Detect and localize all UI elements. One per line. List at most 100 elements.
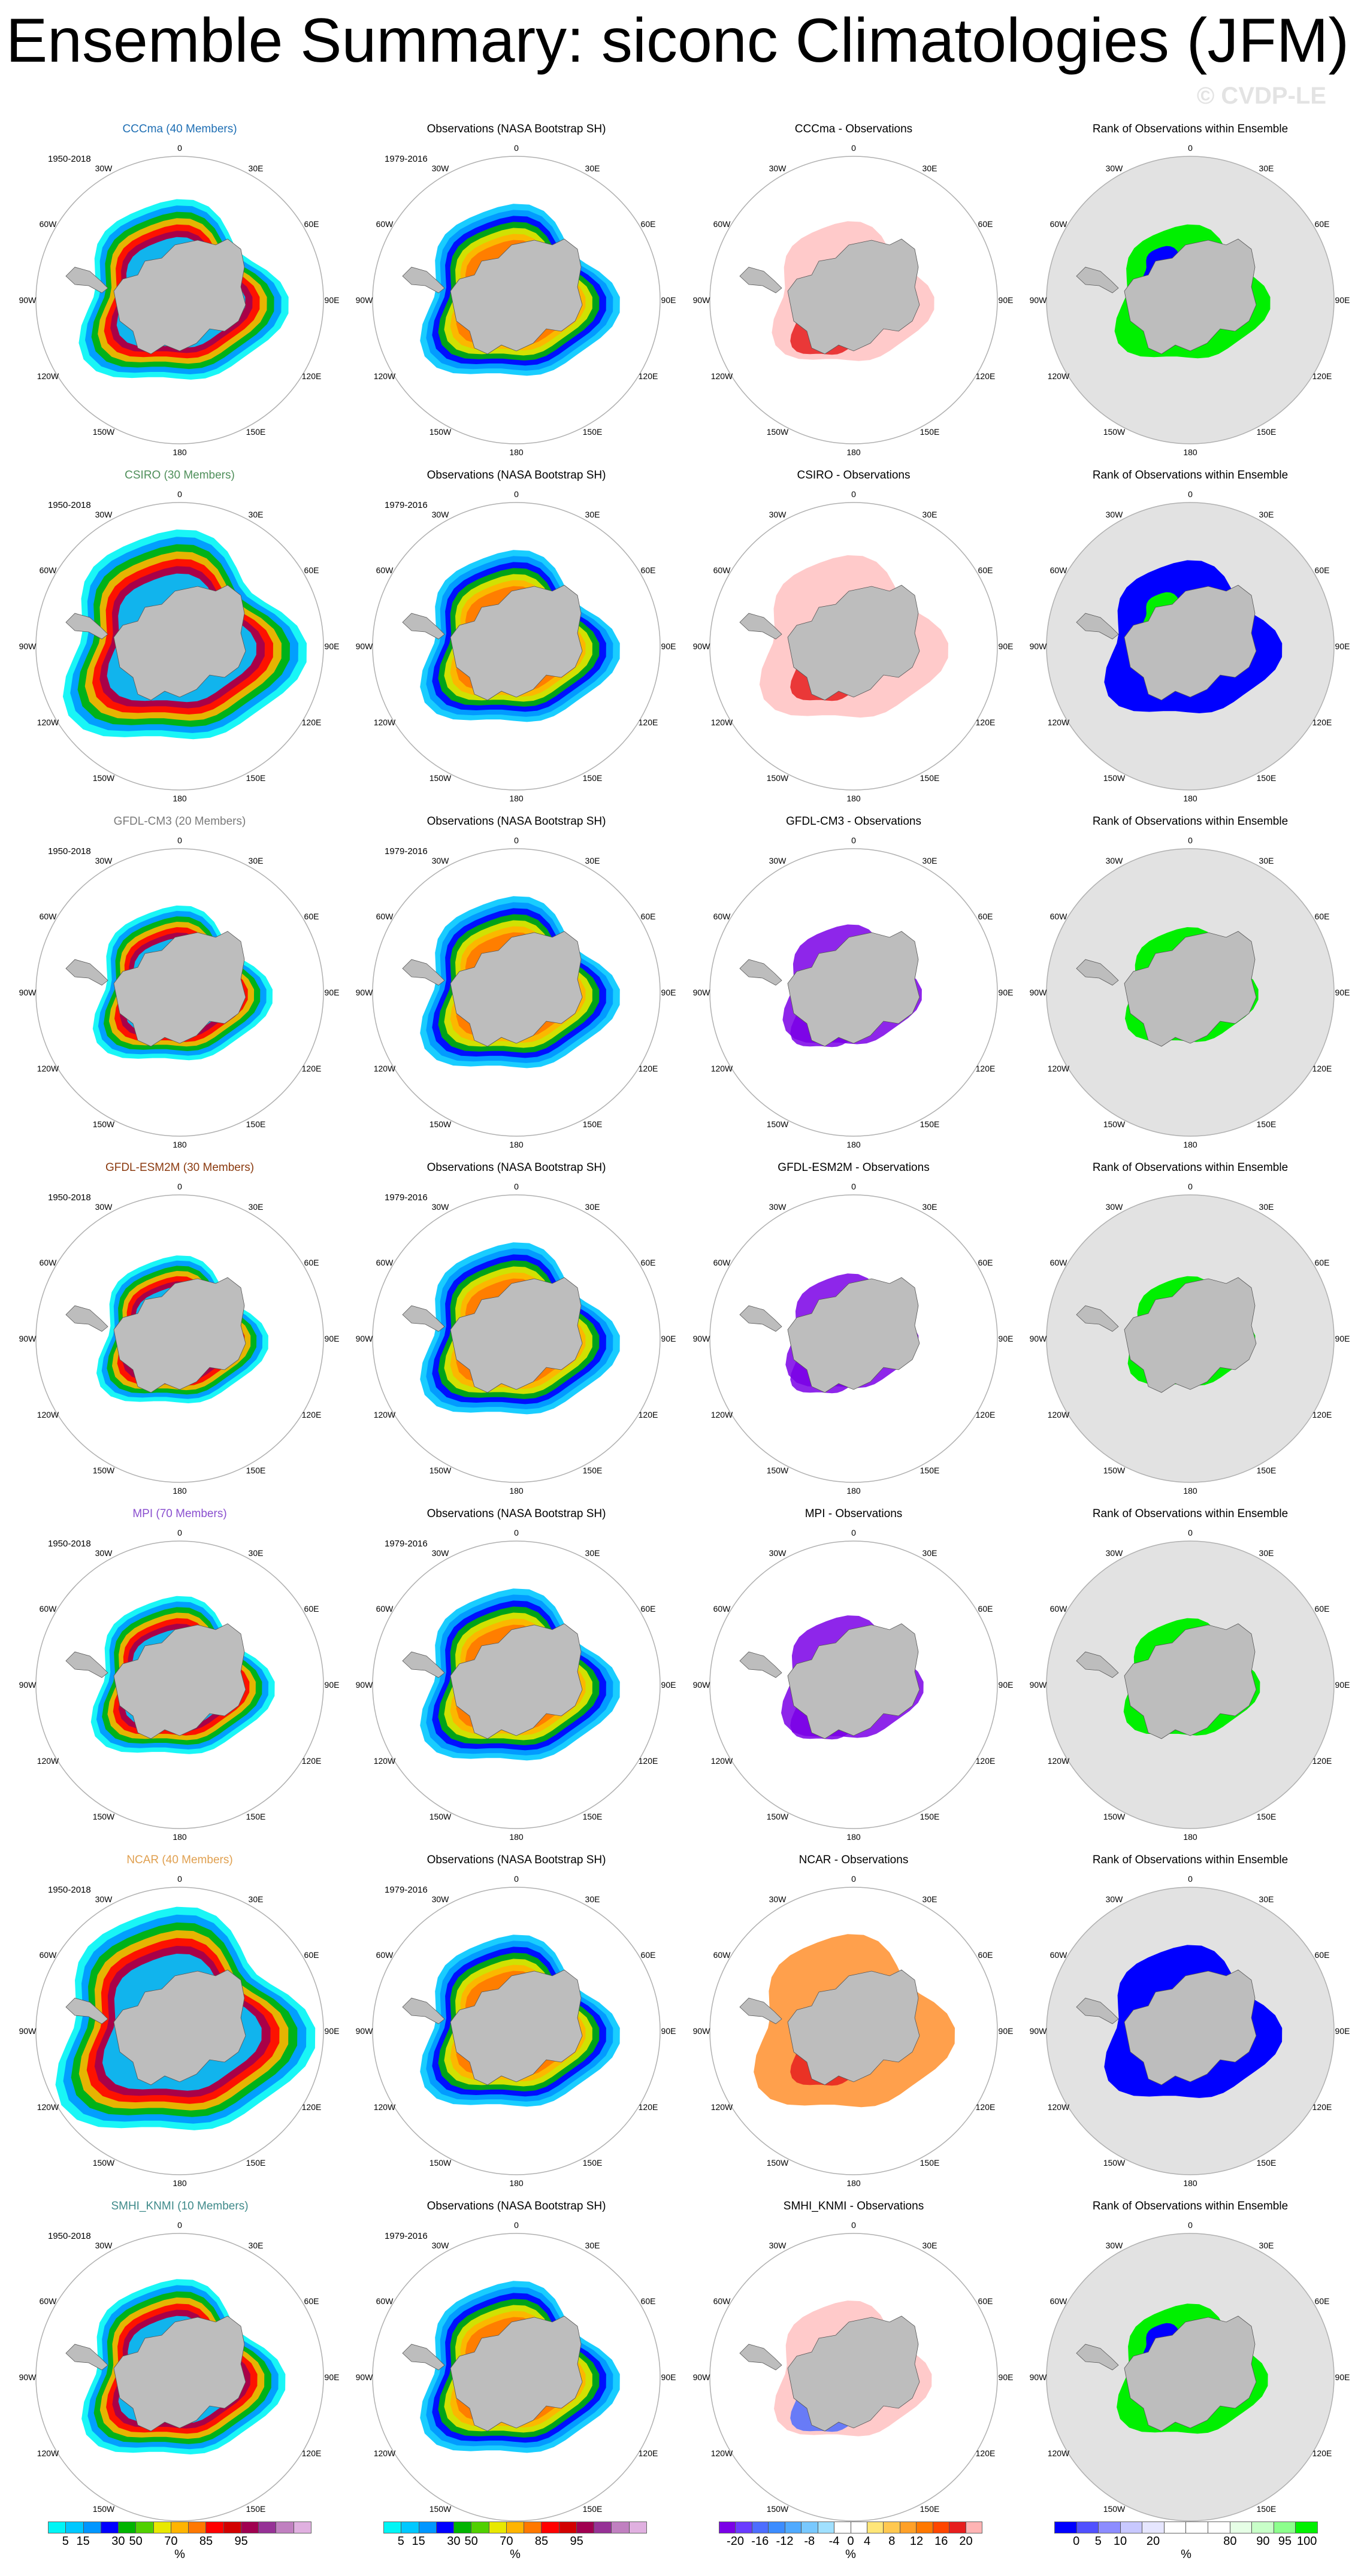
lon-label: 90E <box>661 1680 676 1690</box>
colorbar-swatch <box>818 2522 835 2533</box>
antarctica-landmass <box>1124 1277 1257 1393</box>
lon-label: 0 <box>514 143 519 153</box>
lon-label: 150E <box>246 1119 266 1129</box>
lon-label: 90E <box>1335 641 1350 651</box>
map-layer <box>709 1887 998 2175</box>
lon-label: 30W <box>432 164 450 173</box>
lon-label: 0 <box>177 489 182 499</box>
antarctica-landmass <box>450 1969 583 2085</box>
lon-label: 60E <box>304 1950 319 1960</box>
colorbar-swatch <box>576 2522 595 2533</box>
colorbar-swatch <box>834 2522 851 2533</box>
lon-label: 90W <box>356 295 374 305</box>
diff-panel: GFDL-ESM2M - Observations 0 30E 60E 90E 120E 1… <box>692 1161 1015 1497</box>
lon-label: 90E <box>999 988 1014 997</box>
lon-label: 150E <box>1257 1812 1277 1821</box>
colorbar-swatch <box>1120 2522 1143 2533</box>
lon-label: 30E <box>249 1202 264 1212</box>
lon-label: 90W <box>19 2026 37 2036</box>
lon-label: 60W <box>713 1604 731 1614</box>
lon-label: 60E <box>978 1258 993 1267</box>
map-layer <box>709 502 998 791</box>
lon-label: 0 <box>1188 489 1193 499</box>
colorbar-swatch <box>401 2522 419 2533</box>
lon-label: 30W <box>95 856 113 865</box>
lon-label: 150E <box>583 1119 603 1129</box>
lon-label: 60E <box>641 912 656 921</box>
lon-label: 60W <box>376 565 394 575</box>
antarctica-landmass <box>787 1277 920 1393</box>
lon-label: 60E <box>978 1950 993 1960</box>
lon-label: 120E <box>976 2448 996 2458</box>
lon-label: 150W <box>93 2158 115 2168</box>
lon-label: 150E <box>583 427 603 437</box>
map-layer <box>35 2233 324 2521</box>
clim-panel: SMHI_KNMI (10 Members) 1950-2018 0 30E 60E 90… <box>18 2200 341 2535</box>
obs-panel: Observations (NASA Bootstrap SH) 1979-201… <box>355 815 678 1151</box>
clim-panel: GFDL-ESM2M (30 Members) 1950-2018 0 30E 60E 9… <box>18 1161 341 1497</box>
lon-label: 60W <box>40 912 58 921</box>
lon-label: 90E <box>325 988 340 997</box>
lon-label: 120E <box>639 2102 658 2112</box>
colorbar-unit: % <box>1181 2548 1191 2561</box>
panel-title: Rank of Observations within Ensemble <box>1092 469 1289 482</box>
lon-label: 180 <box>509 447 524 457</box>
panel-title: MPI (70 Members) <box>132 1508 227 1520</box>
lon-label: 150E <box>246 1812 266 1821</box>
lon-label: 30W <box>432 856 450 865</box>
lon-label: 180 <box>846 447 861 457</box>
south-america-tip <box>65 1997 108 2024</box>
lon-label: 120E <box>639 371 658 381</box>
lon-label: 90W <box>356 2026 374 2036</box>
year-range: 1950-2018 <box>48 1885 91 1895</box>
lon-label: 60E <box>1315 1950 1330 1960</box>
lon-label: 60W <box>376 2296 394 2306</box>
lon-label: 0 <box>177 836 182 845</box>
diff-panel: CSIRO - Observations 0 30E 60E 90E 120E 150E 18… <box>692 469 1015 804</box>
lon-label: 60W <box>376 1950 394 1960</box>
lon-label: 90E <box>325 2372 340 2382</box>
lon-label: 90E <box>999 1334 1014 1343</box>
antarctica-landmass <box>113 238 246 355</box>
lon-label: 60E <box>1315 1258 1330 1267</box>
south-america-tip <box>1076 613 1119 640</box>
map-layer <box>709 1540 998 1829</box>
lon-label: 150E <box>920 2158 940 2168</box>
colorbar: -20 -16 -12 -8 -4 0 4 8 12 16 20% <box>719 2521 982 2569</box>
panel-title: SMHI_KNMI (10 Members) <box>111 2200 249 2212</box>
rank-panel: Rank of Observations within Ensemble 0 30E… <box>1029 1508 1352 1843</box>
colorbar-swatch <box>900 2522 917 2533</box>
map-layer <box>35 1887 324 2175</box>
lon-label: 90E <box>325 295 340 305</box>
lon-label: 0 <box>851 1528 856 1537</box>
colorbar-swatch <box>136 2522 154 2533</box>
lon-label: 150W <box>430 2158 452 2168</box>
colorbar-swatch <box>206 2522 224 2533</box>
colorbar-tick-label: 70 <box>500 2535 513 2548</box>
lon-label: 120W <box>711 2448 733 2458</box>
map-layer <box>1046 2233 1335 2521</box>
lon-label: 120E <box>1312 1064 1332 1073</box>
lon-label: 60W <box>376 219 394 229</box>
lon-label: 30E <box>249 2241 264 2250</box>
lon-label: 180 <box>1183 2178 1197 2188</box>
lon-label: 180 <box>846 2178 861 2188</box>
colorbar-tick-label: 15 <box>412 2535 425 2548</box>
lon-label: 180 <box>846 1140 861 1149</box>
lon-label: 120E <box>1312 1410 1332 1419</box>
colorbar-swatch <box>917 2522 933 2533</box>
lon-label: 150W <box>430 2504 452 2514</box>
lon-label: 60W <box>1050 1950 1068 1960</box>
map-layer <box>35 848 324 1137</box>
lon-label: 90E <box>1335 295 1350 305</box>
lon-label: 30E <box>1259 2241 1274 2250</box>
lon-label: 150W <box>1103 773 1126 783</box>
colorbar-swatch <box>454 2522 472 2533</box>
lon-label: 90E <box>325 1680 340 1690</box>
year-range: 1950-2018 <box>48 500 91 510</box>
lon-label: 150W <box>767 2504 789 2514</box>
antarctica-landmass <box>787 585 920 701</box>
